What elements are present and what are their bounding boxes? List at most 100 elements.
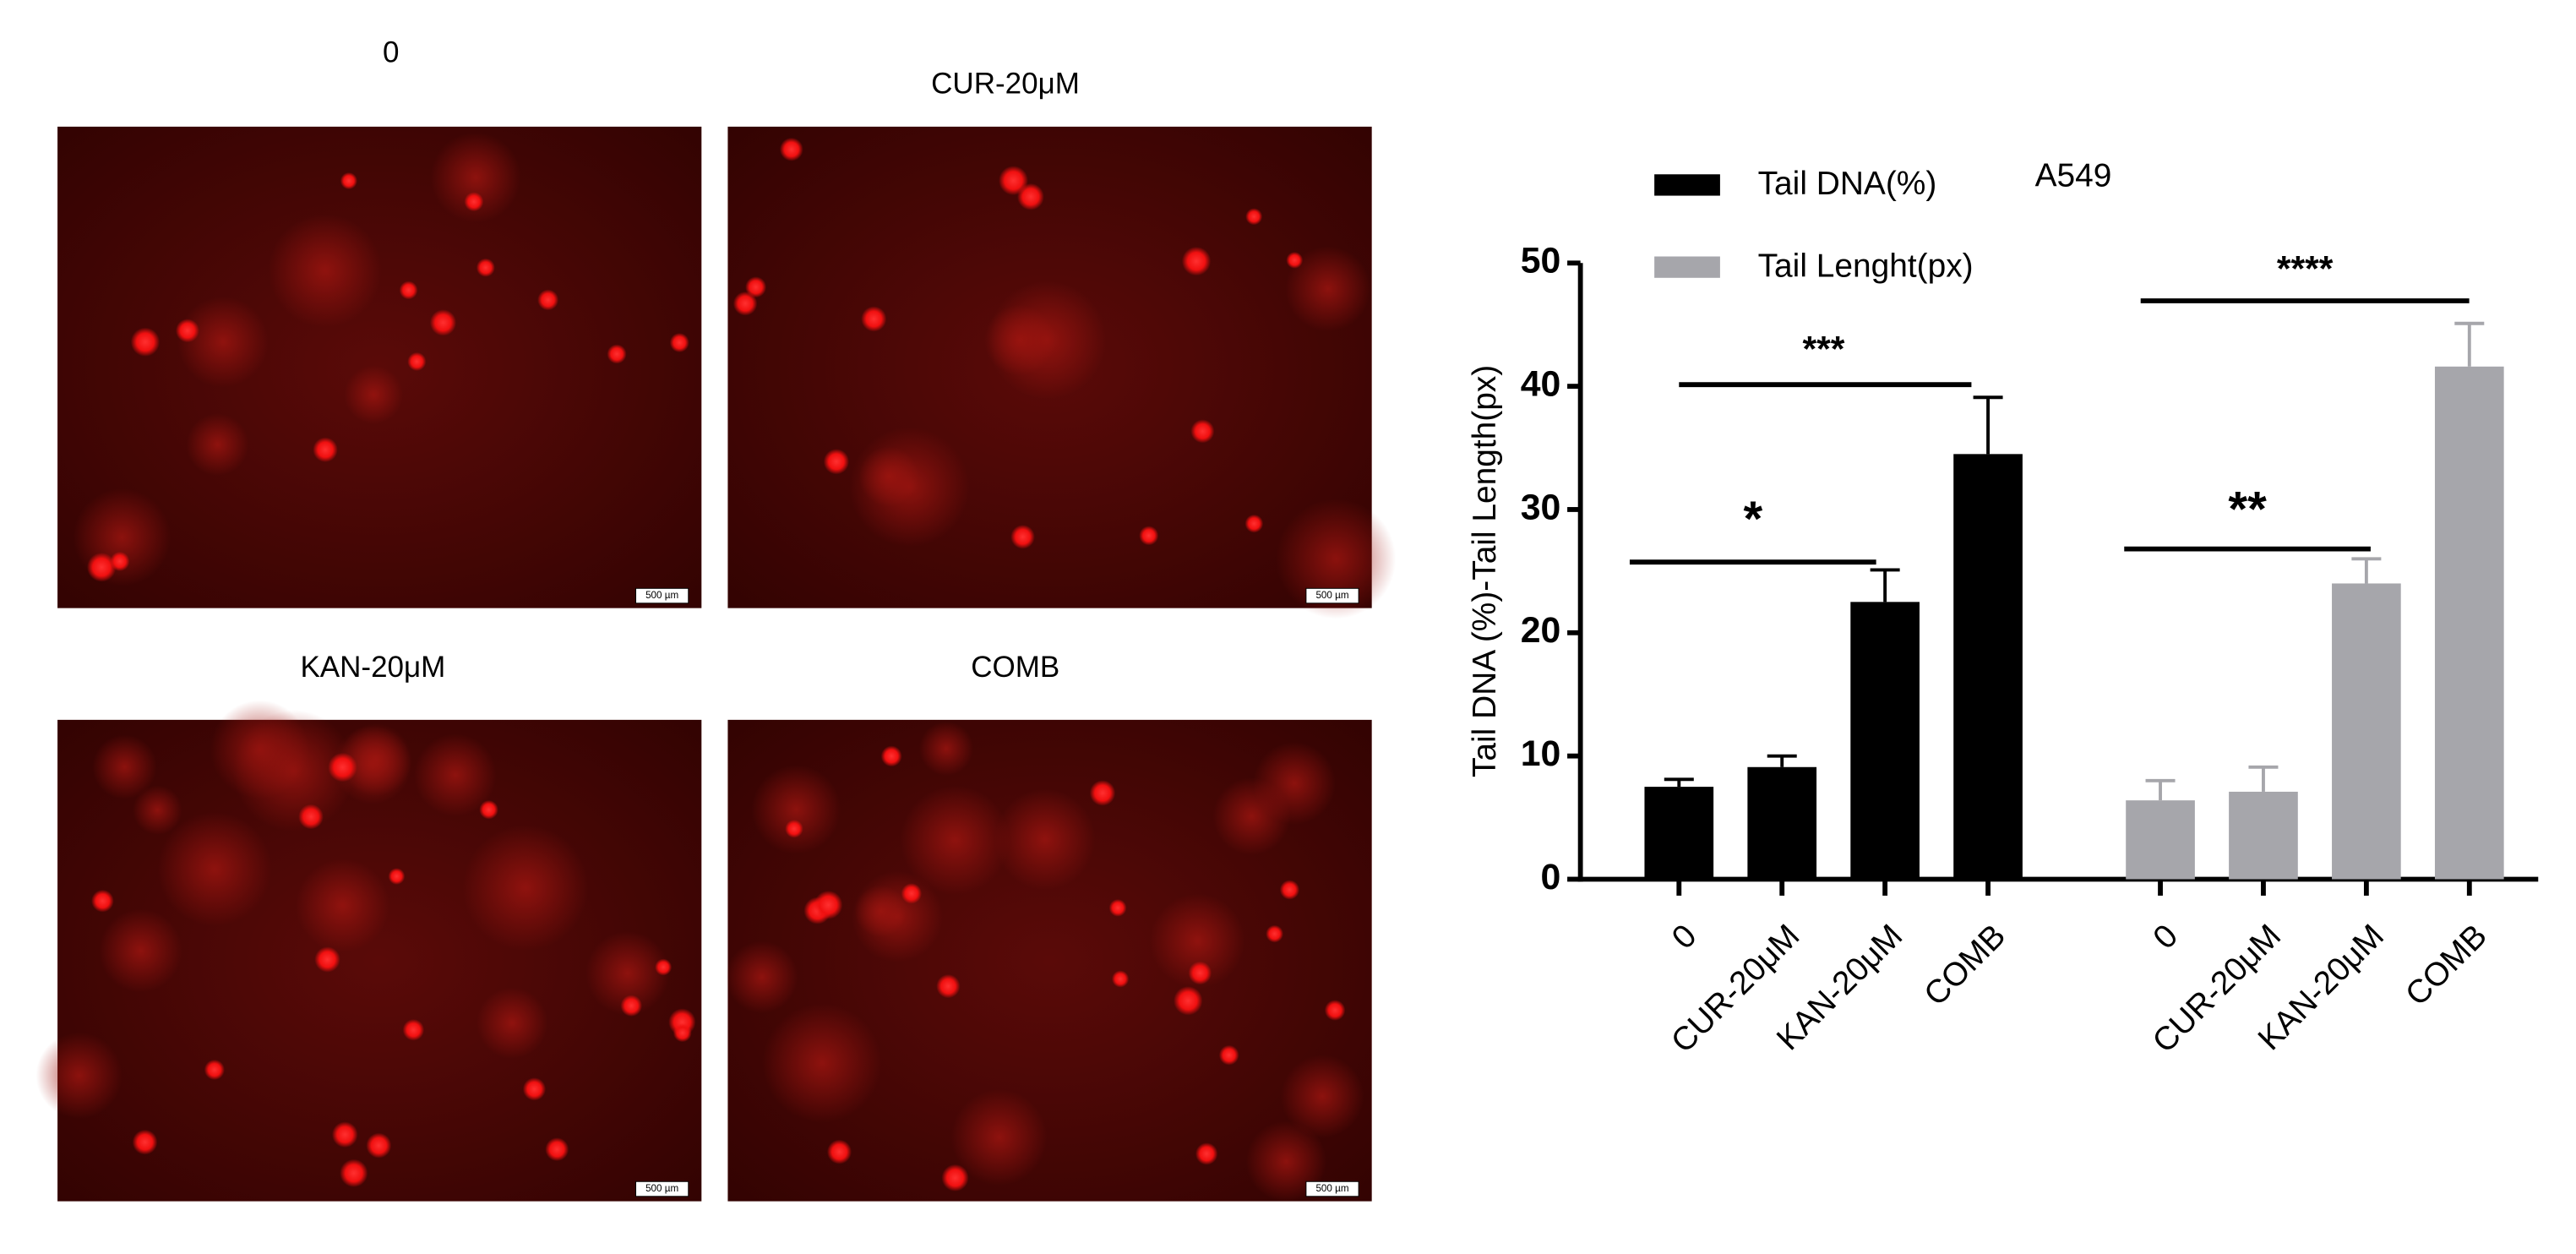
- bar: [2126, 800, 2195, 880]
- scale-bar: [635, 587, 689, 604]
- cell: [823, 449, 850, 475]
- halo: [1285, 246, 1371, 332]
- scale-bar: [635, 1180, 689, 1197]
- significance-label: *: [1743, 492, 1762, 547]
- cell: [522, 1077, 547, 1101]
- cell: [1324, 1000, 1346, 1021]
- cell: [1174, 986, 1203, 1016]
- cell: [673, 1023, 692, 1043]
- cell: [340, 1159, 368, 1187]
- significance-label: ***: [1802, 330, 1844, 370]
- cell: [402, 1019, 425, 1041]
- y-tick-label: 30: [1521, 487, 1561, 527]
- scale-label: 500 µm: [1315, 1183, 1348, 1194]
- scale-bar: [1305, 1180, 1359, 1197]
- halo: [210, 700, 309, 799]
- halo: [186, 413, 249, 476]
- cell: [1188, 961, 1212, 985]
- halo: [849, 427, 970, 548]
- significance-label: ****: [2277, 248, 2334, 289]
- halo: [177, 296, 269, 388]
- legend-label: Tail DNA(%): [1758, 166, 1937, 202]
- cell: [779, 137, 803, 161]
- scale-label: 500 µm: [1315, 590, 1348, 601]
- cell: [1111, 970, 1130, 988]
- halo: [1253, 742, 1336, 825]
- cell: [110, 551, 130, 571]
- halo: [35, 1032, 123, 1119]
- cell: [1190, 419, 1215, 444]
- halo: [268, 214, 382, 328]
- cell: [537, 289, 559, 311]
- panel-title: 0: [383, 36, 399, 69]
- cell: [407, 352, 427, 371]
- cell: [313, 437, 338, 462]
- cell: [1218, 1044, 1239, 1066]
- cell: [175, 319, 199, 343]
- cell: [132, 1129, 158, 1155]
- cell: [545, 1137, 569, 1162]
- cell: [826, 1139, 852, 1164]
- cell: [204, 1059, 225, 1081]
- bar: [2229, 791, 2298, 880]
- cell: [476, 258, 495, 277]
- cell: [340, 172, 357, 190]
- panel-title: CUR-20μM: [931, 68, 1080, 101]
- cell: [479, 799, 498, 820]
- cell: [669, 332, 689, 353]
- cell: [1089, 780, 1116, 806]
- cell: [91, 889, 114, 913]
- cell: [785, 820, 803, 838]
- cell: [464, 192, 484, 212]
- bar: [2332, 583, 2401, 880]
- halo: [751, 765, 841, 854]
- y-tick-label: 50: [1521, 241, 1561, 281]
- cell: [814, 891, 843, 919]
- bar: [1953, 454, 2023, 880]
- scale-label: 500 µm: [645, 1183, 678, 1194]
- y-tick-label: 10: [1521, 733, 1561, 774]
- cell: [399, 281, 418, 300]
- halo: [950, 1089, 1048, 1186]
- cell: [1139, 526, 1159, 546]
- halo: [983, 304, 1055, 376]
- x-tick-label: 0: [2147, 918, 2186, 957]
- bar: [1644, 787, 1714, 880]
- halo: [92, 734, 157, 799]
- cell: [1286, 251, 1304, 269]
- x-tick-label: COMB: [1917, 918, 2012, 1013]
- halo: [762, 1003, 882, 1123]
- x-tick-label: 0: [1665, 918, 1704, 957]
- bar: [2434, 366, 2504, 880]
- halo: [994, 788, 1096, 891]
- halo: [1150, 893, 1245, 989]
- cell: [314, 946, 340, 973]
- panel-title: KAN-20μM: [300, 651, 445, 684]
- cell: [901, 883, 923, 904]
- halo: [344, 365, 404, 424]
- bar: [1850, 602, 1920, 880]
- cell: [366, 1132, 392, 1159]
- cell: [1245, 208, 1263, 226]
- cell: [941, 1164, 969, 1191]
- halo: [414, 733, 497, 816]
- significance-label: **: [2228, 482, 2267, 537]
- y-tick-label: 0: [1540, 857, 1560, 897]
- bar: [1747, 766, 1817, 880]
- cell: [620, 995, 643, 1017]
- cell: [1244, 514, 1264, 533]
- cell: [331, 1121, 358, 1148]
- cell: [298, 804, 324, 830]
- halo: [430, 132, 521, 223]
- halo: [900, 785, 1010, 896]
- halo: [854, 885, 907, 938]
- halo: [296, 859, 389, 952]
- halo: [1280, 1055, 1364, 1138]
- cell: [1266, 924, 1284, 943]
- halo: [585, 931, 670, 1016]
- cell: [607, 344, 627, 364]
- halo: [726, 940, 798, 1014]
- cell: [745, 276, 767, 298]
- cell: [130, 327, 161, 357]
